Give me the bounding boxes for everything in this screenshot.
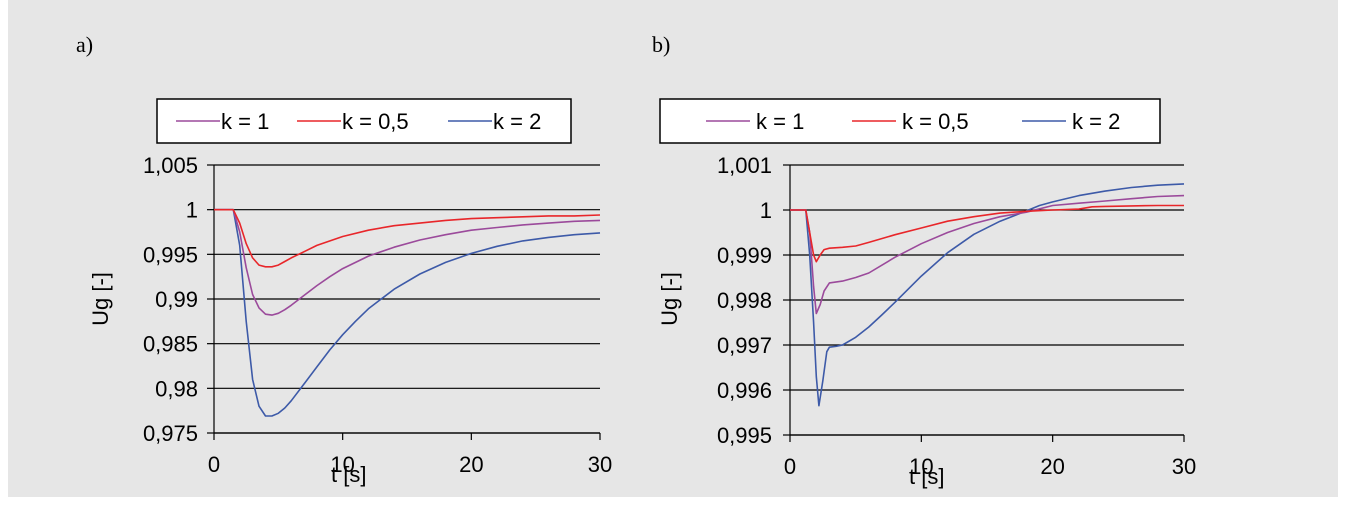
y-tick-label: 0,996 (717, 378, 772, 403)
figure-margin-bottom (0, 497, 1352, 505)
x-axis-title: t [s] (331, 462, 366, 487)
x-tick-label: 30 (1172, 454, 1196, 479)
y-tick-label: 1,005 (143, 153, 198, 178)
y-axis-title: Ug [-] (88, 272, 113, 326)
y-tick-label: 0,99 (155, 287, 198, 312)
series-line-k05 (790, 204, 1184, 263)
x-tick-label: 0 (208, 452, 220, 477)
chart-panel-b: b) k = 1 k = 0,5 k = 2 1,001 1 0,999 0,998 0,997… (652, 32, 1196, 489)
series-line-k2 (214, 208, 601, 417)
legend-label-1: k = 0,5 (902, 109, 969, 134)
x-tick-label: 10 (909, 454, 933, 479)
y-tick-label: 0,98 (155, 376, 198, 401)
y-tick-label: 1,001 (717, 153, 772, 178)
y-tick-label: 0,975 (143, 421, 198, 446)
series-line-k05 (214, 208, 601, 268)
figure-margin-right (1338, 0, 1352, 505)
y-tick-label: 0,995 (717, 423, 772, 448)
series-line-k2 (790, 183, 1185, 407)
x-tick-label: 30 (588, 452, 612, 477)
legend-label-1: k = 0,5 (342, 109, 409, 134)
y-tick-label: 0,998 (717, 288, 772, 313)
y-tick-label: 1 (186, 198, 198, 223)
series-line-k1 (790, 194, 1185, 315)
series-line-k1 (214, 208, 601, 316)
x-tick-label: 20 (1040, 454, 1064, 479)
legend-box (156, 98, 572, 144)
y-tick-label: 0,985 (143, 332, 198, 357)
panel-label: a) (76, 32, 93, 57)
y-axis-title: Ug [-] (657, 272, 682, 326)
panel-label: b) (652, 32, 670, 57)
x-tick-label: 10 (330, 452, 354, 477)
legend-label-0: k = 1 (756, 109, 804, 134)
y-tick-label: 0,995 (143, 242, 198, 267)
figure-margin-left (0, 0, 8, 505)
x-tick-label: 0 (784, 454, 796, 479)
x-axis-title: t [s] (909, 464, 944, 489)
x-tick-label: 20 (459, 452, 483, 477)
y-tick-label: 0,999 (717, 243, 772, 268)
legend-label-2: k = 2 (1072, 109, 1120, 134)
chart-panel-a: a) k = 1 k = 0,5 k = 2 1,005 1 0,995 0,99 0,985 0… (76, 32, 612, 487)
legend-label-0: k = 1 (221, 109, 269, 134)
y-tick-label: 1 (760, 198, 772, 223)
legend-label-2: k = 2 (493, 109, 541, 134)
y-tick-label: 0,997 (717, 333, 772, 358)
